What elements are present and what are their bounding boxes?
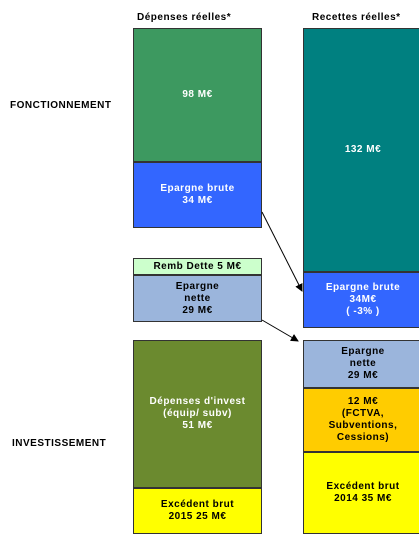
box-text: 12 M€: [347, 396, 379, 407]
box-text: Epargne brute: [160, 183, 235, 194]
box-text: 29 M€: [347, 370, 379, 381]
box-text: 98 M€: [182, 89, 213, 100]
box-text: Excédent brut: [326, 481, 400, 492]
section-label: FONCTIONNEMENT: [10, 100, 112, 111]
budget-box: Epargne nette 29 M€: [133, 275, 262, 322]
box-text: Epargne: [341, 346, 385, 357]
budget-box: 12 M€ (FCTVA, Subventions, Cessions): [303, 388, 419, 452]
box-text: 34M€: [349, 294, 377, 305]
box-text: ( -3% ): [346, 306, 380, 317]
box-text: 51 M€: [182, 420, 213, 431]
budget-box: Epargne nette 29 M€: [303, 340, 419, 388]
box-text: 132 M€: [344, 144, 382, 155]
box-text: 29 M€: [182, 304, 213, 316]
box-text: Subventions,: [328, 420, 398, 431]
arrow: [261, 319, 299, 342]
box-text: 2014 35 M€: [334, 493, 392, 504]
budget-box: Dépenses d'invest (équip/ subv) 51 M€: [133, 340, 262, 488]
budget-box: Remb Dette 5 M€: [133, 258, 262, 275]
budget-box: 98 M€: [133, 28, 262, 162]
box-text: nette: [184, 292, 211, 304]
box-text: Cessions): [336, 432, 390, 443]
budget-box: Excédent brut 2014 35 M€: [303, 452, 419, 534]
box-text: Dépenses d'invest: [149, 396, 246, 407]
header: Dépenses réelles*: [137, 12, 232, 23]
box-text: (FCTVA,: [341, 408, 385, 419]
box-text: Epargne brute: [325, 282, 401, 293]
section-label: INVESTISSEMENT: [12, 438, 107, 449]
box-text: Excédent brut: [160, 499, 235, 510]
budget-box: Epargne brute 34 M€: [133, 162, 262, 228]
box-text: Epargne: [175, 280, 220, 292]
header: Recettes réelles*: [312, 12, 401, 23]
box-text: 2015 25 M€: [168, 511, 227, 522]
box-text: nette: [349, 358, 377, 369]
box-text: (équip/ subv): [163, 408, 232, 419]
box-text: Remb Dette 5 M€: [153, 260, 242, 272]
budget-box: Epargne brute 34M€( -3% ): [303, 272, 419, 328]
arrow: [261, 211, 303, 292]
budget-box: 132 M€: [303, 28, 419, 272]
box-text: 34 M€: [182, 195, 213, 206]
